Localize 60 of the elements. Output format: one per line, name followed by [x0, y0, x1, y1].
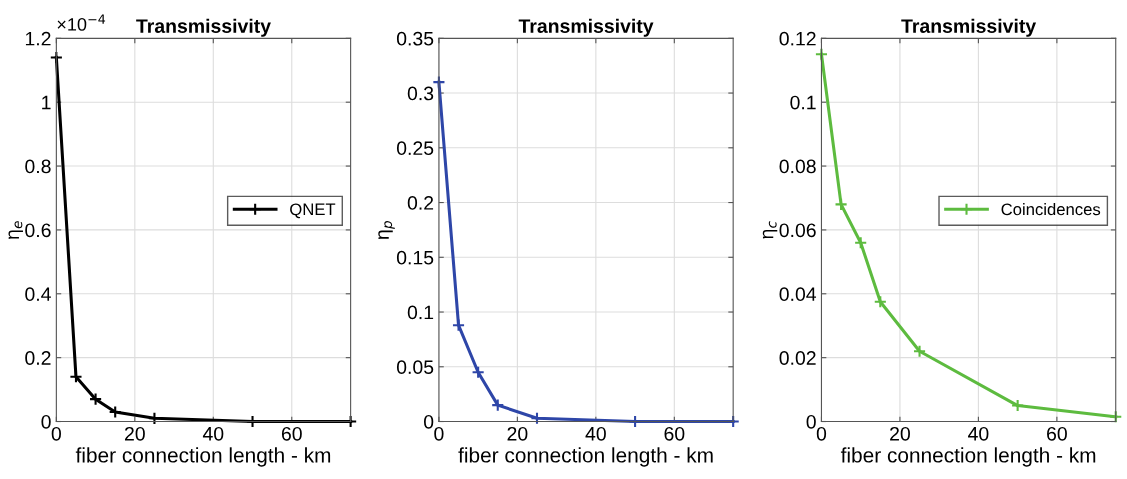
- y-tick-label: 0.1: [407, 305, 434, 320]
- x-axis-title: fiber connection length - km: [458, 447, 713, 467]
- y-tick-label: 0.12: [779, 31, 816, 46]
- y-tick-label: 0.6: [25, 223, 51, 238]
- x-tick-label: 0: [816, 426, 827, 441]
- y-tick-label: 0.1: [790, 95, 816, 110]
- point: [108, 405, 122, 419]
- point: [834, 197, 848, 211]
- x-axis-title: fiber connection length - km: [840, 447, 1096, 467]
- x-tick-label: 40: [202, 426, 224, 441]
- y-tick-label: 0.15: [396, 250, 434, 265]
- y-tick-label: 0.05: [396, 360, 434, 375]
- y-tick-label: 0.06: [779, 223, 816, 238]
- legend-label: Coincidences: [1001, 202, 1101, 216]
- legend-label: QNET: [290, 203, 336, 219]
- point: [1011, 398, 1025, 413]
- y-tick-label: 0.2: [407, 196, 434, 210]
- point: [530, 411, 544, 425]
- point: [88, 392, 103, 406]
- point: [854, 236, 868, 250]
- y-axis-title: η$_{e}$: [8, 221, 23, 239]
- point: [49, 50, 63, 65]
- y-tick-label: 0.25: [396, 141, 434, 156]
- text: ×10$^{−4}$: [57, 14, 106, 31]
- y-tick-label: 0: [806, 414, 816, 429]
- x-tick-label: 40: [585, 426, 606, 441]
- point: [451, 318, 466, 332]
- y-tick-label: 0.02: [779, 351, 816, 365]
- point: [471, 365, 485, 379]
- point: [873, 295, 887, 309]
- y-axis-title: η$_{p}$: [378, 221, 395, 240]
- point: [912, 344, 927, 358]
- chart-title: Transmissivity: [136, 18, 271, 37]
- y-tick-label: 0: [41, 414, 51, 429]
- point: [1109, 410, 1123, 424]
- x-tick-label: 20: [124, 426, 145, 441]
- point: [814, 47, 829, 61]
- x-tick-label: 60: [1047, 426, 1067, 441]
- x-tick-label: 60: [664, 426, 685, 441]
- point: [491, 398, 505, 412]
- x-tick-label: 60: [281, 426, 302, 441]
- chart-title: Transmissivity: [518, 18, 654, 37]
- x-tick-label: 0: [51, 426, 61, 441]
- x-tick-label: 20: [890, 426, 910, 441]
- y-tick-label: 0: [423, 414, 434, 429]
- y-tick-label: 0.2: [25, 351, 51, 365]
- y-axis-title: η$_{c}$: [762, 221, 778, 239]
- x-axis-title: fiber connection length - km: [75, 447, 331, 467]
- y-tick-label: 0.8: [25, 159, 51, 174]
- x-tick-label: 20: [507, 426, 528, 441]
- x-tick-label: 0: [434, 426, 444, 441]
- y-tick-label: 1: [42, 95, 51, 110]
- chart-title: Transmissivity: [901, 18, 1037, 37]
- x-tick-label: 40: [968, 426, 989, 441]
- y-tick-label: 0.04: [779, 287, 817, 302]
- y-tick-label: 0.3: [407, 86, 434, 101]
- y-tick-label: 0.4: [25, 287, 51, 302]
- y-tick-label: 1.2: [25, 31, 51, 46]
- y-tick-label: 0.08: [779, 159, 816, 174]
- y-tick-label: 0.35: [396, 31, 434, 46]
